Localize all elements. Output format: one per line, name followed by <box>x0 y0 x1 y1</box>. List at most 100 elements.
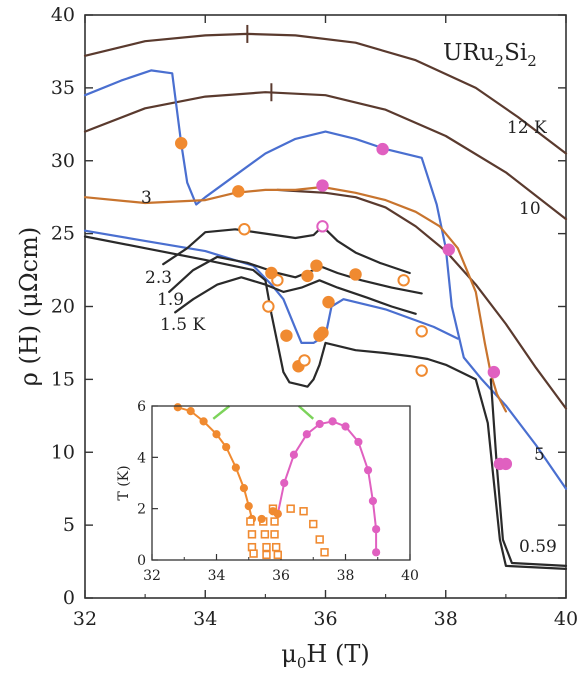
y-tick-label: 0 <box>63 587 75 609</box>
inset-series-group <box>173 403 381 560</box>
y-tick-label: 25 <box>51 223 75 245</box>
series-line-8 <box>489 378 568 567</box>
filled-marker <box>232 185 245 198</box>
series-line-6 <box>83 229 459 344</box>
inset-open-point <box>271 542 281 552</box>
inset-open-point <box>246 517 255 526</box>
inset-filled-point <box>239 484 249 493</box>
filled-marker <box>487 365 501 379</box>
open-marker <box>262 300 275 313</box>
x-tick-label: 38 <box>434 608 458 630</box>
open-marker <box>316 220 329 233</box>
inset-y-tick-label: 6 <box>137 399 146 415</box>
inset-filled-point <box>372 525 381 534</box>
open-marker <box>415 364 428 377</box>
inset-x-tick-label: 38 <box>337 568 355 584</box>
curve-label: 12 K <box>507 118 547 138</box>
inset-open-point <box>320 548 329 557</box>
series-line-11 <box>174 276 417 315</box>
y-tick-label: 5 <box>63 514 75 536</box>
x-tick-label: 40 <box>554 608 578 630</box>
inset-open-point <box>260 530 270 539</box>
filled-marker <box>376 142 389 156</box>
inset-filled-point <box>199 417 208 426</box>
series-line-9 <box>162 225 411 275</box>
filled-marker <box>265 266 278 280</box>
filled-marker <box>301 269 314 283</box>
inset-open-point <box>249 549 258 558</box>
series-line-4 <box>83 69 568 490</box>
series-line-3 <box>276 188 568 410</box>
inset-filled-point <box>231 463 240 472</box>
inset-green-boundary <box>212 405 231 420</box>
open-marker <box>238 223 251 236</box>
y-tick-label: 20 <box>51 296 75 318</box>
inset-tick-labels: 32 34 36 38 40 0 2 4 6 <box>137 399 419 584</box>
inset-filled-point <box>222 442 231 452</box>
inset-x-tick-label: 34 <box>208 568 226 584</box>
inset-filled-point <box>302 430 311 439</box>
inset-filled-point <box>173 403 182 412</box>
y-tick-label: 10 <box>51 441 75 463</box>
x-tick-label: 36 <box>313 608 337 630</box>
inset-filled-point <box>341 422 350 431</box>
inset-filled-point <box>186 407 195 416</box>
inset-filled-point <box>244 502 253 511</box>
series-line-1 <box>83 32 568 155</box>
filled-marker <box>349 268 362 281</box>
inset-y-tick-label: 4 <box>137 450 146 466</box>
main-curve-labels: 12 K 10 5 3 2.31.9 1.5 K 0.59 <box>141 118 557 557</box>
inset-open-point <box>262 550 271 560</box>
inset-open-point <box>299 507 308 516</box>
inset-open-point <box>273 550 282 560</box>
filled-marker <box>313 329 326 342</box>
filled-marker <box>175 137 188 150</box>
inset-y-tick-label: 0 <box>137 553 146 569</box>
inset-open-point <box>315 535 324 544</box>
inset-phase-line-2 <box>276 420 378 553</box>
material-label: URu2Si2 <box>443 40 537 70</box>
curve-label: 5 <box>534 445 545 465</box>
inset-filled-point <box>273 509 282 518</box>
filled-marker <box>310 259 323 272</box>
curve-label: 1.5 K <box>160 315 205 335</box>
filled-marker <box>280 329 293 342</box>
y-tick-label: 15 <box>51 368 75 390</box>
x-tick-label: 34 <box>193 608 217 630</box>
inset-y-axis-title: T (K) <box>116 465 132 500</box>
main-tick-marks <box>84 14 567 599</box>
inset-x-tick-label: 32 <box>143 568 161 584</box>
inset-x-tick-label: 40 <box>401 568 419 584</box>
inset-filled-point <box>363 466 373 475</box>
open-marker <box>397 274 410 287</box>
inset-open-point <box>270 517 279 526</box>
inset-filled-point <box>372 548 381 557</box>
curve-label: 0.59 <box>519 537 557 557</box>
inset-open-point <box>309 519 318 529</box>
open-marker <box>415 325 428 338</box>
series-line-2 <box>83 91 568 221</box>
inset-open-point <box>270 530 279 539</box>
inset-filled-point <box>257 514 266 524</box>
curve-label: 3 <box>141 188 152 208</box>
inset-filled-point <box>315 419 324 429</box>
filled-marker <box>499 457 513 471</box>
y-axis-title: ρ (H) (μΩcm) <box>15 227 43 386</box>
y-tick-label: 40 <box>51 4 75 26</box>
inset-open-point <box>262 542 271 552</box>
open-marker <box>298 354 311 367</box>
inset-filled-point <box>328 417 337 426</box>
curve-label: 10 <box>519 199 541 219</box>
inset-y-tick-label: 2 <box>137 502 146 518</box>
y-tick-label: 30 <box>51 150 75 172</box>
curve-label: 1.9 <box>157 290 184 310</box>
inset-open-point <box>247 530 257 539</box>
x-tick-label: 32 <box>73 608 97 630</box>
inset-filled-point <box>368 496 378 506</box>
curve-label: 2.3 <box>145 268 172 288</box>
main-series-group <box>83 24 568 570</box>
main-markers-group <box>175 137 513 471</box>
